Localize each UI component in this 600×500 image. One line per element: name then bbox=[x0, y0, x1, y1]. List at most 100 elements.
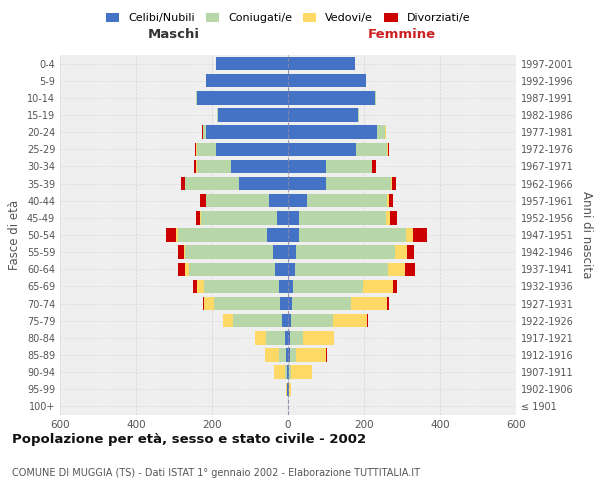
Bar bbox=[178, 262, 185, 276]
Bar bbox=[206, 74, 288, 88]
Bar bbox=[387, 194, 389, 207]
Bar bbox=[197, 142, 216, 156]
Bar bbox=[274, 366, 285, 379]
Bar bbox=[176, 228, 178, 241]
Bar bbox=[289, 382, 290, 396]
Bar bbox=[288, 366, 289, 379]
Bar bbox=[288, 74, 366, 88]
Bar bbox=[326, 177, 391, 190]
Bar bbox=[367, 314, 368, 328]
Bar bbox=[216, 57, 288, 70]
Bar bbox=[290, 348, 296, 362]
Bar bbox=[288, 142, 356, 156]
Bar bbox=[371, 160, 373, 173]
Bar bbox=[203, 126, 206, 139]
Bar bbox=[385, 126, 386, 139]
Bar bbox=[299, 211, 386, 224]
Bar bbox=[363, 280, 393, 293]
Bar bbox=[288, 91, 376, 104]
Bar bbox=[218, 108, 288, 122]
Bar bbox=[181, 177, 185, 190]
Bar bbox=[286, 382, 287, 396]
Bar bbox=[269, 194, 288, 207]
Bar bbox=[288, 160, 326, 173]
Bar bbox=[193, 280, 197, 293]
Bar bbox=[288, 228, 299, 241]
Bar bbox=[389, 194, 392, 207]
Bar bbox=[231, 160, 288, 173]
Bar bbox=[197, 280, 205, 293]
Bar bbox=[391, 177, 392, 190]
Legend: Celibi/Nubili, Coniugati/e, Vedovi/e, Divorziati/e: Celibi/Nubili, Coniugati/e, Vedovi/e, Di… bbox=[101, 8, 475, 28]
Bar bbox=[178, 228, 267, 241]
Bar bbox=[239, 177, 288, 190]
Bar bbox=[278, 348, 286, 362]
Bar bbox=[267, 228, 288, 241]
Bar bbox=[195, 142, 196, 156]
Bar bbox=[283, 314, 288, 328]
Bar bbox=[288, 331, 290, 344]
Bar bbox=[273, 246, 288, 259]
Bar bbox=[288, 126, 377, 139]
Bar bbox=[356, 142, 387, 156]
Bar bbox=[289, 366, 291, 379]
Bar bbox=[413, 228, 427, 241]
Bar bbox=[373, 160, 376, 173]
Bar bbox=[265, 348, 278, 362]
Bar bbox=[288, 348, 290, 362]
Bar bbox=[288, 211, 299, 224]
Bar bbox=[278, 280, 288, 293]
Bar bbox=[291, 366, 312, 379]
Bar bbox=[288, 194, 307, 207]
Bar bbox=[307, 194, 387, 207]
Bar bbox=[291, 314, 333, 328]
Bar bbox=[388, 262, 405, 276]
Bar bbox=[393, 280, 397, 293]
Bar bbox=[196, 160, 197, 173]
Bar bbox=[185, 246, 273, 259]
Bar bbox=[377, 126, 385, 139]
Bar bbox=[387, 297, 389, 310]
Bar bbox=[387, 142, 388, 156]
Bar bbox=[326, 160, 371, 173]
Bar bbox=[390, 211, 397, 224]
Bar bbox=[189, 262, 275, 276]
Bar bbox=[286, 348, 288, 362]
Bar bbox=[200, 194, 206, 207]
Bar bbox=[277, 211, 288, 224]
Bar bbox=[285, 331, 288, 344]
Bar bbox=[290, 331, 303, 344]
Bar bbox=[395, 246, 407, 259]
Y-axis label: Anni di nascita: Anni di nascita bbox=[580, 192, 593, 278]
Bar bbox=[288, 280, 293, 293]
Bar bbox=[285, 366, 287, 379]
Bar bbox=[233, 314, 283, 328]
Bar bbox=[196, 142, 197, 156]
Text: Femmine: Femmine bbox=[368, 28, 436, 40]
Bar bbox=[223, 314, 233, 328]
Bar bbox=[358, 108, 359, 122]
Bar bbox=[288, 177, 326, 190]
Bar bbox=[333, 314, 367, 328]
Bar bbox=[166, 228, 176, 241]
Bar bbox=[266, 331, 285, 344]
Bar bbox=[295, 262, 388, 276]
Bar bbox=[386, 211, 390, 224]
Bar bbox=[350, 297, 387, 310]
Bar bbox=[392, 177, 397, 190]
Bar bbox=[217, 108, 218, 122]
Bar bbox=[254, 331, 266, 344]
Bar bbox=[288, 262, 295, 276]
Text: Maschi: Maschi bbox=[148, 28, 200, 40]
Bar bbox=[405, 262, 415, 276]
Bar bbox=[292, 297, 350, 310]
Bar bbox=[287, 366, 288, 379]
Bar bbox=[288, 314, 291, 328]
Bar bbox=[406, 228, 413, 241]
Text: COMUNE DI MUGGIA (TS) - Dati ISTAT 1° gennaio 2002 - Elaborazione TUTTITALIA.IT: COMUNE DI MUGGIA (TS) - Dati ISTAT 1° ge… bbox=[12, 468, 420, 477]
Bar bbox=[206, 126, 288, 139]
Bar bbox=[214, 297, 280, 310]
Bar bbox=[287, 382, 288, 396]
Bar bbox=[197, 160, 231, 173]
Bar bbox=[407, 246, 414, 259]
